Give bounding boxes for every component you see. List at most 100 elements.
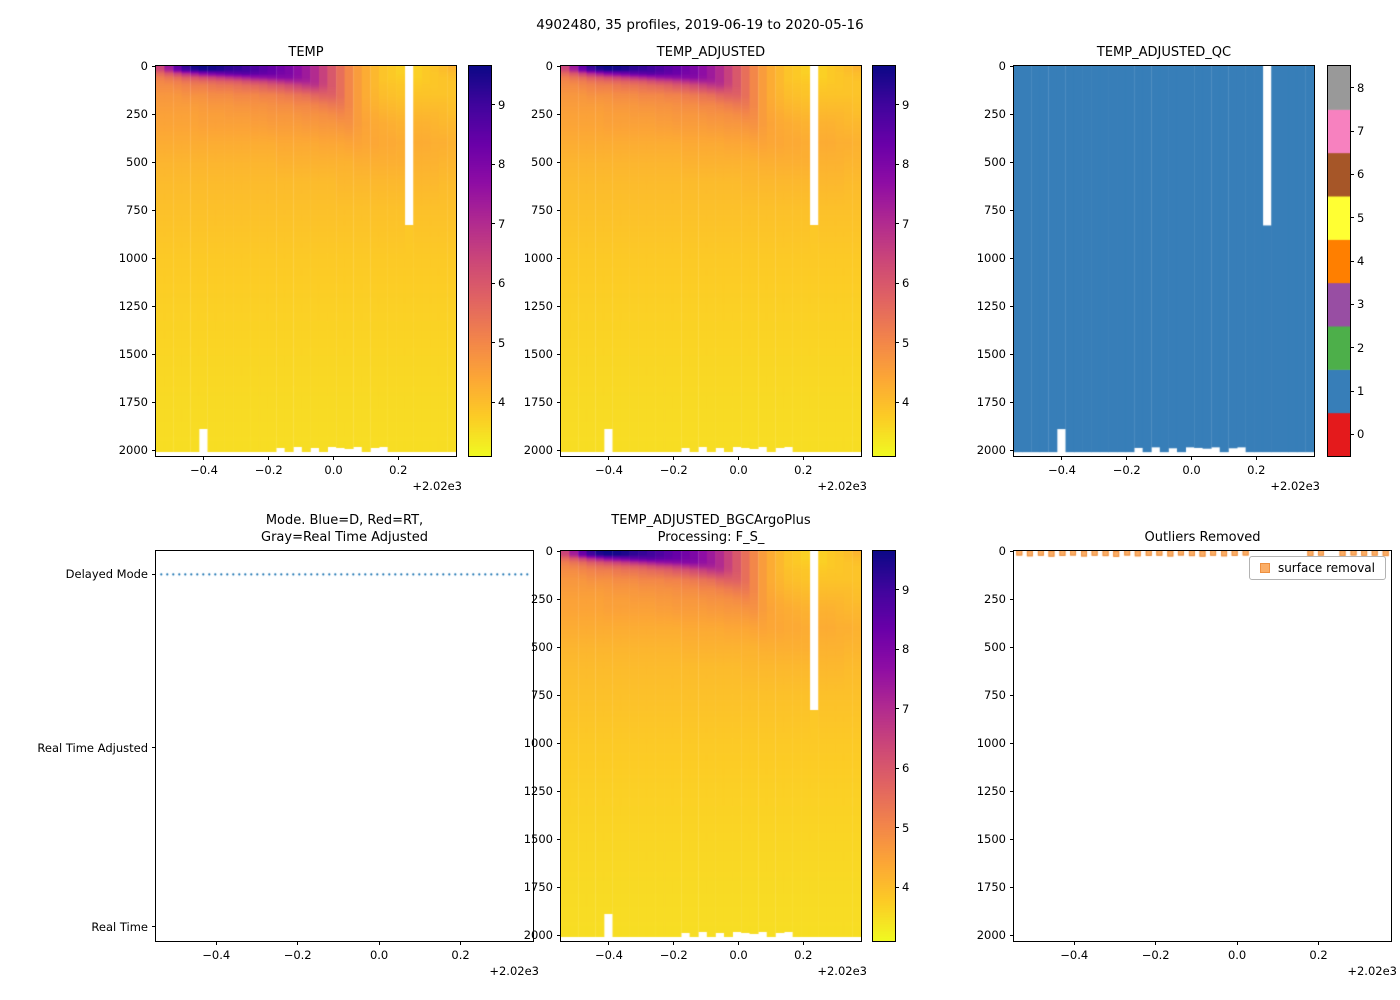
colorbar-tick-mark (1350, 87, 1354, 89)
x-tick-mark (397, 456, 399, 460)
y-tick-mark (1010, 742, 1014, 744)
x-tick-mark (608, 456, 610, 460)
y-tick-label: 2000 (976, 443, 1006, 458)
x-tick-mark (1236, 941, 1238, 945)
y-tick-label: 750 (984, 688, 1006, 703)
y-tick-label: 2000 (523, 443, 553, 458)
y-tick-mark (152, 401, 156, 403)
x-tick-mark (673, 941, 675, 945)
colorbar-tick-mark (491, 223, 495, 225)
colorbar-tick-label: 5 (902, 335, 910, 350)
y-tick-mark (1010, 401, 1014, 403)
x-tick-label: 0.0 (729, 463, 748, 477)
colorbar-tick-mark (1350, 130, 1354, 132)
colorbar-tick-mark (895, 767, 899, 769)
colorbar-tick-mark (895, 282, 899, 284)
category-label: Delayed Mode (65, 567, 148, 582)
y-tick-mark (152, 926, 156, 928)
colorbar-tick-mark (895, 223, 899, 225)
y-tick-mark (152, 113, 156, 115)
temp-adjusted-colorbar-canvas (873, 66, 895, 456)
x-tick-label: 0.2 (794, 463, 813, 477)
y-tick-label: 0 (140, 59, 148, 73)
x-offset-label: +2.02e3 (1347, 964, 1397, 978)
y-tick-label: 1500 (523, 832, 553, 847)
y-tick-mark (557, 838, 561, 840)
y-tick-mark (152, 65, 156, 67)
colorbar-tick-mark (895, 827, 899, 829)
y-tick-label: 2000 (976, 928, 1006, 943)
x-tick-mark (460, 941, 462, 945)
y-tick-mark (152, 449, 156, 451)
y-tick-mark (557, 209, 561, 211)
x-tick-label: 0.2 (389, 463, 408, 477)
y-tick-label: 1250 (976, 784, 1006, 799)
y-tick-mark (557, 790, 561, 792)
y-tick-mark (557, 161, 561, 163)
x-tick-label: −0.2 (283, 948, 312, 962)
colorbar-tick-mark (895, 708, 899, 710)
x-offset-label: +2.02e3 (817, 479, 867, 493)
x-tick-mark (673, 456, 675, 460)
y-tick-mark (1010, 305, 1014, 307)
y-tick-label: 500 (126, 155, 148, 170)
colorbar-tick-label: 6 (1357, 167, 1365, 182)
colorbar-tick-label: 4 (1357, 254, 1365, 268)
y-tick-mark (557, 886, 561, 888)
x-tick-label: −0.2 (254, 463, 283, 477)
y-tick-mark (1010, 886, 1014, 888)
y-tick-label: 1750 (976, 880, 1006, 895)
axes-outliers: Outliers Removed surface removal −0.4 −0.… (977, 530, 1397, 978)
colorbar-tick-mark (1350, 433, 1354, 435)
y-tick-label: 1750 (976, 395, 1006, 410)
colorbar-tick-label: 6 (498, 276, 506, 291)
temp-heatmap-canvas (156, 66, 456, 456)
y-tick-label: 250 (531, 107, 553, 122)
x-tick-label: 0.0 (1227, 948, 1247, 962)
x-tick-label: −0.2 (1112, 463, 1141, 477)
y-tick-label: 1000 (976, 736, 1006, 751)
y-tick-label: 500 (984, 155, 1006, 170)
x-tick-label: −0.4 (189, 463, 218, 477)
y-tick-mark (1010, 209, 1014, 211)
y-tick-label: 750 (126, 203, 148, 218)
colorbar-tick-label: 7 (498, 216, 506, 231)
x-tick-label: −0.4 (202, 948, 231, 962)
colorbar-tick-mark (895, 589, 899, 591)
subplot-title-mode: Mode. Blue=D, Red=RT, Gray=Real Time Adj… (96, 512, 593, 546)
subplot-title-temp: TEMP (288, 45, 324, 60)
y-tick-label: 1500 (976, 347, 1006, 362)
y-tick-label: 1500 (118, 347, 148, 362)
y-tick-mark (1010, 790, 1014, 792)
colorbar-tick-mark (491, 401, 495, 403)
x-tick-label: 0.0 (729, 948, 748, 962)
y-tick-label: 0 (998, 59, 1006, 73)
y-tick-label: 2000 (118, 443, 148, 458)
colorbar-tick-label: 8 (1357, 80, 1365, 95)
x-tick-label: 0.2 (1247, 463, 1266, 477)
x-tick-label: 0.0 (1182, 463, 1201, 477)
colorbar-tick-label: 1 (1357, 384, 1365, 398)
y-tick-mark (1010, 550, 1014, 552)
subplot-title-bgc: TEMP_ADJUSTED_BGCArgoPlus Processing: F_… (501, 512, 921, 546)
subplot-title-temp-adjusted-qc: TEMP_ADJUSTED_QC (1096, 45, 1232, 60)
x-tick-label: −0.4 (594, 948, 623, 962)
x-offset-label: +2.02e3 (817, 964, 867, 978)
axes-bgc: TEMP_ADJUSTED_BGCArgoPlus Processing: F_… (524, 513, 867, 978)
y-tick-mark (152, 305, 156, 307)
colorbar-tick-mark (1350, 260, 1354, 262)
y-tick-mark (152, 257, 156, 259)
y-tick-label: 1500 (523, 347, 553, 362)
y-tick-label: 1250 (118, 299, 148, 314)
y-tick-mark (557, 113, 561, 115)
y-tick-mark (152, 573, 156, 575)
y-tick-mark (1010, 65, 1014, 67)
x-tick-mark (1061, 456, 1063, 460)
y-tick-label: 2000 (523, 928, 553, 943)
colorbar-tick-label: 5 (498, 335, 506, 350)
x-tick-label: 0.0 (369, 948, 389, 962)
qc-heatmap-canvas (1014, 66, 1314, 456)
colorbar-tick-mark (895, 648, 899, 650)
x-tick-label: 0.2 (451, 948, 470, 962)
colorbar-tick-label: 9 (498, 97, 506, 112)
